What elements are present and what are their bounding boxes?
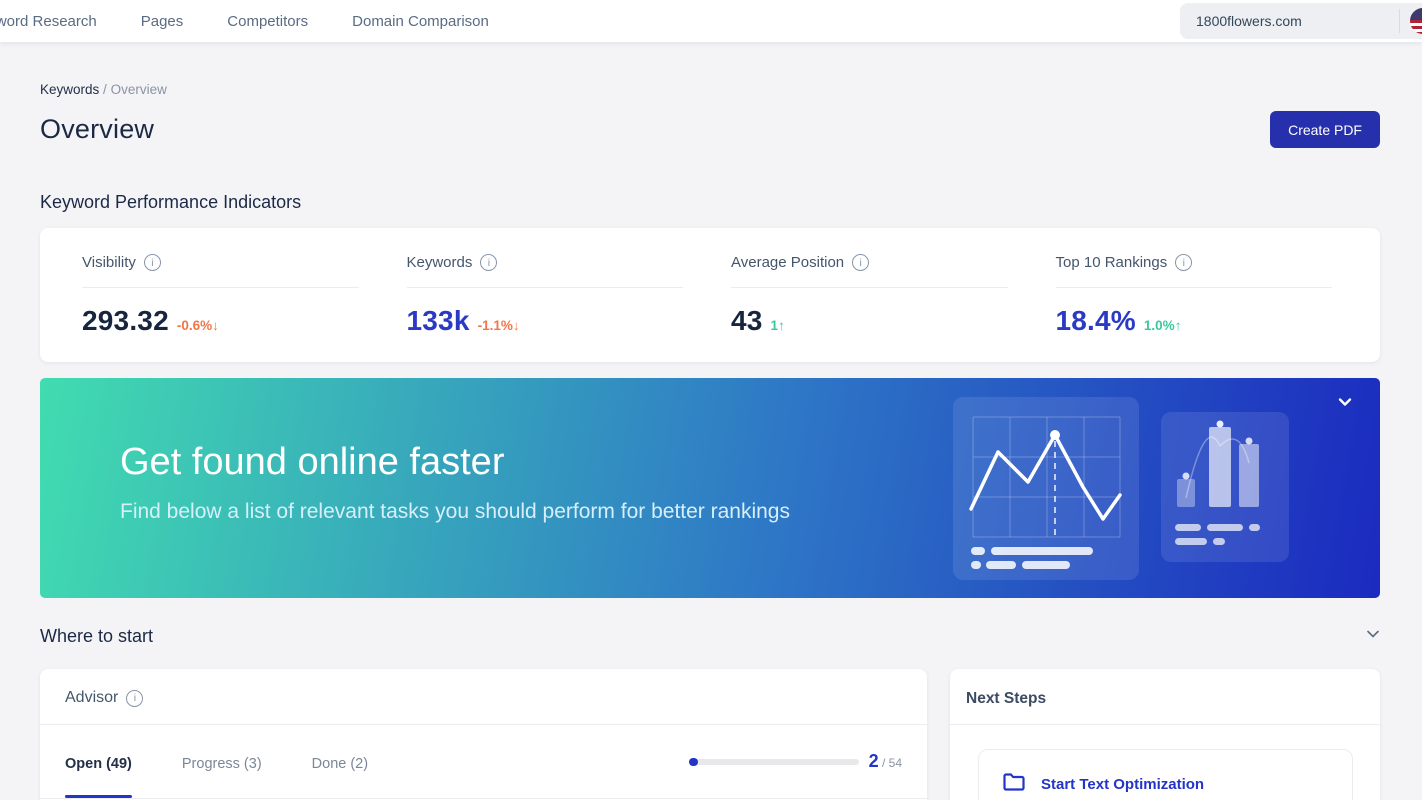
down-arrow-icon: ↓ bbox=[212, 318, 219, 333]
next-steps-card: Next Steps Start Text Optimization bbox=[950, 669, 1380, 800]
kpi-keywords: Keywords i 133k -1.1%↓ bbox=[406, 254, 732, 362]
kpi-average-position: Average Position i 43 1↑ bbox=[731, 254, 1056, 362]
top-navigation-bar: Keyword Research Pages Competitors Domai… bbox=[0, 0, 1422, 42]
banner-title: Get found online faster bbox=[120, 441, 505, 483]
us-flag-canton bbox=[1410, 8, 1422, 20]
primary-nav: Keyword Research Pages Competitors Domai… bbox=[0, 13, 489, 30]
page-title: Overview bbox=[40, 114, 155, 144]
breadcrumb-separator: / bbox=[103, 82, 107, 97]
info-icon[interactable]: i bbox=[852, 254, 870, 271]
advisor-progress-total: / 54 bbox=[881, 756, 902, 770]
breadcrumb: Keywords / Overview bbox=[40, 82, 1380, 97]
kpi-average-position-value: 43 bbox=[731, 305, 763, 336]
kpi-visibility: Visibility i 293.32 -0.6%↓ bbox=[82, 254, 407, 362]
breadcrumb-current: Overview bbox=[110, 82, 167, 97]
kpi-top10-rankings-delta: 1.0%↑ bbox=[1143, 318, 1182, 333]
line-chart-illustration bbox=[953, 397, 1139, 580]
kpi-keywords-label: Keywords bbox=[406, 254, 473, 271]
advisor-progress: 2 / 54 bbox=[688, 751, 902, 772]
kpi-top10-rankings-value: 18.4% bbox=[1055, 305, 1136, 336]
where-to-start-chevron-down-icon[interactable] bbox=[1366, 627, 1380, 646]
info-icon[interactable]: i bbox=[1175, 254, 1193, 271]
kpi-visibility-value: 293.32 bbox=[82, 305, 169, 336]
banner-collapse-chevron-down-icon[interactable] bbox=[1338, 395, 1352, 414]
active-tab-underline bbox=[65, 794, 132, 798]
advisor-tabs: Open (49) Progress (3) Done (2) 2 / 54 bbox=[40, 725, 927, 799]
tab-progress[interactable]: Progress (3) bbox=[181, 755, 262, 772]
kpi-top10-rankings-label: Top 10 Rankings bbox=[1055, 254, 1168, 271]
us-flag-icon[interactable] bbox=[1410, 8, 1422, 34]
kpi-section-heading: Keyword Performance Indicators bbox=[40, 192, 302, 212]
advisor-card: Advisor i Open (49) Progress (3) Done (2… bbox=[40, 669, 927, 800]
kpi-divider bbox=[731, 287, 1008, 288]
kpi-visibility-label: Visibility bbox=[82, 254, 136, 271]
bar-chart-illustration bbox=[1161, 412, 1289, 562]
kpi-average-position-delta: 1↑ bbox=[770, 318, 785, 333]
kpi-top10-rankings: Top 10 Rankings i 18.4% 1.0%↑ bbox=[1055, 254, 1381, 362]
folder-icon bbox=[1003, 772, 1025, 796]
advisor-heading: Advisor bbox=[65, 689, 119, 706]
get-found-banner: Get found online faster Find below a lis… bbox=[40, 378, 1380, 598]
domain-selector-divider bbox=[1399, 9, 1400, 33]
nav-item-pages[interactable]: Pages bbox=[140, 12, 184, 30]
kpi-keywords-value: 133k bbox=[406, 305, 470, 336]
info-icon[interactable]: i bbox=[126, 689, 144, 707]
tab-open[interactable]: Open (49) bbox=[65, 752, 132, 798]
down-arrow-icon: ↓ bbox=[512, 318, 520, 333]
info-icon[interactable]: i bbox=[143, 254, 161, 271]
advisor-progress-fill bbox=[688, 757, 698, 766]
tab-done[interactable]: Done (2) bbox=[311, 755, 369, 772]
kpi-keywords-delta: -1.1%↓ bbox=[477, 318, 520, 333]
kpi-divider bbox=[1055, 287, 1332, 288]
domain-selector-value: 1800flowers.com bbox=[1196, 13, 1302, 29]
kpi-card: Visibility i 293.32 -0.6%↓ Keywords i 13… bbox=[40, 228, 1380, 362]
up-arrow-icon: ↑ bbox=[778, 318, 785, 333]
where-to-start-heading: Where to start bbox=[40, 626, 154, 646]
next-steps-heading: Next Steps bbox=[950, 669, 1380, 725]
domain-selector[interactable]: 1800flowers.com bbox=[1180, 3, 1422, 39]
kpi-visibility-delta: -0.6%↓ bbox=[176, 318, 219, 333]
kpi-divider bbox=[82, 287, 359, 288]
breadcrumb-keywords[interactable]: Keywords bbox=[40, 82, 100, 97]
advisor-progress-bar[interactable] bbox=[688, 757, 859, 766]
nav-item-keyword-research[interactable]: Keyword Research bbox=[0, 12, 97, 30]
info-icon[interactable]: i bbox=[480, 254, 498, 271]
nav-item-competitors[interactable]: Competitors bbox=[227, 12, 309, 30]
next-step-label: Start Text Optimization bbox=[1041, 775, 1205, 793]
nav-item-domain-comparison[interactable]: Domain Comparison bbox=[352, 12, 489, 30]
up-arrow-icon: ↑ bbox=[1174, 318, 1182, 333]
banner-subtitle: Find below a list of relevant tasks you … bbox=[120, 500, 790, 523]
page-content: Keywords / Overview Overview Create PDF … bbox=[0, 42, 1422, 800]
create-pdf-button[interactable]: Create PDF bbox=[1270, 111, 1380, 148]
kpi-divider bbox=[406, 287, 683, 288]
next-step-start-text-optimization[interactable]: Start Text Optimization bbox=[978, 749, 1353, 800]
advisor-progress-current: 2 bbox=[868, 751, 879, 771]
kpi-average-position-label: Average Position bbox=[731, 254, 845, 271]
